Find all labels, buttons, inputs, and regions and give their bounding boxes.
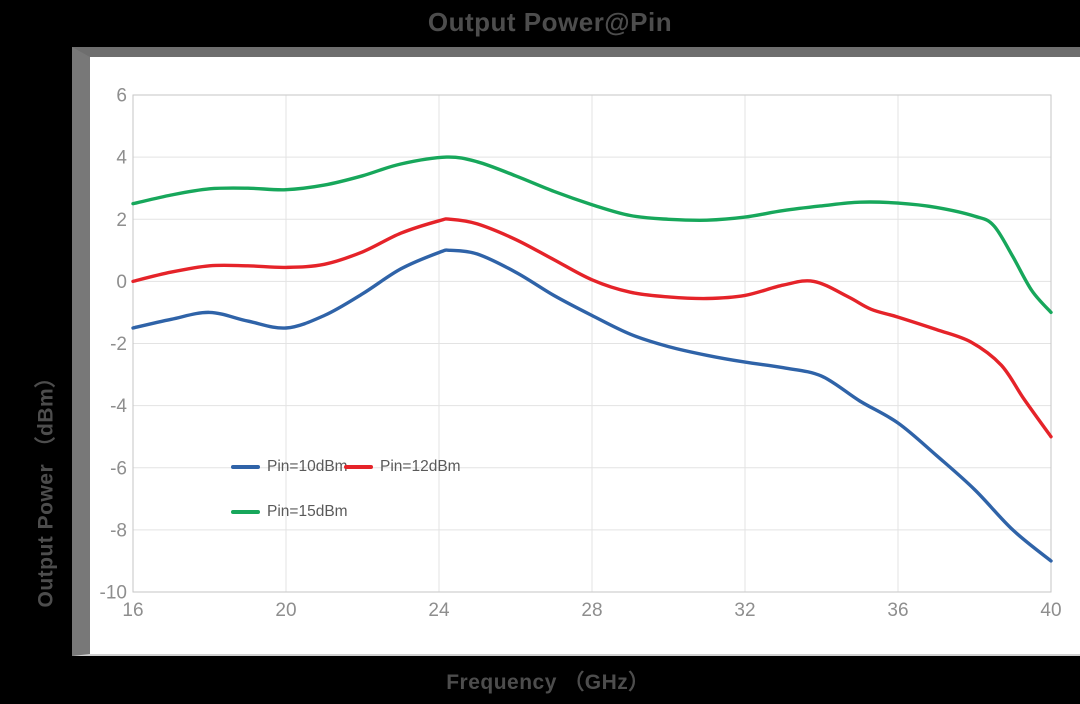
- chart-card: [72, 47, 1080, 656]
- y-tick-label: 6: [116, 86, 127, 107]
- x-tick-label: 40: [1040, 600, 1061, 621]
- legend-item-pin10: Pin=10dBm: [231, 458, 348, 476]
- y-tick-label: -2: [110, 334, 127, 355]
- y-tick-label: 0: [116, 272, 127, 293]
- legend-label-pin10: Pin=10dBm: [267, 458, 348, 475]
- x-tick-label: 32: [734, 600, 755, 621]
- curve-pin12: [131, 217, 1053, 439]
- legend-swatch-pin10-icon: [231, 465, 260, 469]
- x-axis-title: Frequency （GHz）: [446, 671, 650, 694]
- x-tick-label: 36: [887, 600, 908, 621]
- x-tick-label: 24: [428, 600, 450, 621]
- plot-border: [132, 94, 1052, 593]
- legend-label-pin12: Pin=12dBm: [380, 458, 461, 475]
- chart-title: Output Power@Pin: [427, 7, 673, 37]
- curve-pin15: [131, 155, 1053, 315]
- legend-row-2: Pin=15dBm: [231, 501, 457, 523]
- y-tick-label: -10: [100, 583, 127, 604]
- y-tick-label: -8: [110, 520, 127, 541]
- legend-swatch-pin12-icon: [344, 465, 373, 469]
- y-tick-label: 4: [116, 148, 127, 169]
- y-axis-title: Output Power （dBm）: [34, 366, 58, 608]
- x-tick-label: 16: [122, 600, 143, 621]
- legend-label-pin15: Pin=15dBm: [267, 503, 348, 520]
- legend-row-1: Pin=10dBm Pin=12dBm: [231, 456, 461, 478]
- curve-pin10: [131, 248, 1053, 563]
- y-tick-label: 2: [116, 210, 127, 231]
- legend-swatch-pin15-icon: [231, 510, 260, 514]
- y-tick-label: -4: [110, 396, 127, 417]
- y-tick-label: -6: [110, 458, 127, 479]
- legend-item-pin15: Pin=15dBm: [231, 503, 348, 521]
- x-tick-label: 20: [275, 600, 296, 621]
- legend-item-pin12: Pin=12dBm: [344, 458, 461, 476]
- x-tick-label: 28: [581, 600, 602, 621]
- legend: Pin=10dBm Pin=12dBm Pin=15dBm: [231, 456, 461, 546]
